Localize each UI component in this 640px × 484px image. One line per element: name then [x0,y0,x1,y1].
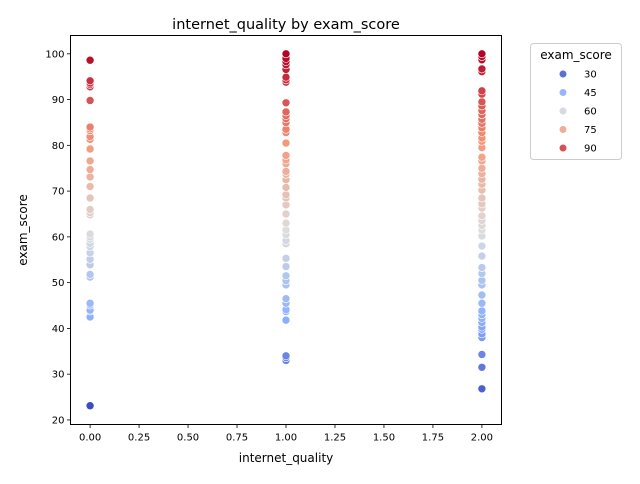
legend-box [530,43,622,160]
data-point [477,152,487,162]
data-point [477,86,487,96]
data-point [281,98,291,108]
data-point [281,254,291,263]
data-point [281,209,291,219]
x-tick-label: 1.00 [275,433,297,444]
y-axis-label: exam_score [16,194,30,266]
data-point [281,72,291,82]
data-point [477,362,487,372]
data-point [477,251,487,261]
x-tick-label: 1.75 [422,433,444,444]
data-point [477,49,487,59]
data-point [477,163,487,173]
data-point [85,165,95,174]
data-point [281,167,291,176]
x-tick-label: 1.25 [324,433,346,444]
legend-label: 60 [584,107,597,118]
data-point [85,96,95,105]
data-point [85,122,95,132]
data-point [281,218,291,228]
data-point [85,55,95,65]
data-point [477,211,487,221]
data-point [85,205,95,214]
data-point [85,193,95,203]
data-point [281,183,291,192]
data-point [281,138,291,148]
x-tick-label: 0.75 [226,433,248,444]
data-point [477,298,487,308]
data-point [85,182,95,191]
data-point [85,401,95,411]
x-tick-label: 0.50 [177,433,199,444]
y-tick-label: 90 [52,95,65,106]
legend-marker [558,125,568,134]
y-tick-label: 50 [52,278,65,289]
x-tick-label: 0.00 [79,433,101,444]
legend-title: exam_score [540,48,612,62]
legend-label: 30 [584,70,597,81]
data-point [281,151,291,160]
data-point [85,270,95,279]
data-point [85,298,95,308]
y-tick-label: 70 [52,187,65,198]
legend-label: 90 [584,144,597,155]
data-point [281,315,291,325]
data-point [281,262,291,271]
data-points [85,49,487,411]
y-tick-label: 60 [52,232,65,243]
data-point [85,144,95,154]
legend-marker [558,69,568,79]
data-point [477,290,487,300]
legend: exam_score 30 45 60 75 90 [530,43,622,160]
data-point [477,384,487,394]
legend-entries: 30 45 60 75 90 [558,69,597,155]
y-tick-label: 40 [52,324,65,335]
data-point [85,76,95,86]
legend-marker [558,88,568,97]
legend-label: 75 [584,125,597,136]
data-point [85,172,95,182]
data-point [281,351,291,361]
x-tick-label: 1.50 [373,433,395,444]
data-point [477,193,487,203]
data-point [281,190,291,200]
x-tick-label: 2.00 [471,433,493,444]
legend-label: 45 [584,88,597,99]
data-point [281,271,291,281]
x-axis-label: internet_quality [239,451,334,465]
data-point [281,107,291,117]
data-point [477,350,487,359]
y-tick-label: 20 [52,415,65,426]
data-point [85,229,95,239]
legend-marker [558,143,568,153]
data-point [85,156,95,166]
x-axis-ticks: 0.00 0.25 0.50 0.75 1.00 1.25 1.50 1.75 2.00 [79,424,493,444]
data-point [477,97,487,107]
y-tick-label: 30 [52,370,65,381]
data-point [477,64,487,74]
data-point [281,49,291,59]
data-point [477,241,487,251]
y-tick-label: 80 [52,141,65,152]
y-tick-label: 100 [45,49,64,60]
y-axis-ticks: 20 30 40 50 60 70 80 90 100 [45,49,71,426]
data-point [477,306,487,316]
data-point [477,263,487,272]
x-tick-label: 0.25 [128,433,150,444]
chart-title: internet_quality by exam_score [172,17,400,33]
data-point [281,294,291,303]
legend-marker [558,106,568,116]
